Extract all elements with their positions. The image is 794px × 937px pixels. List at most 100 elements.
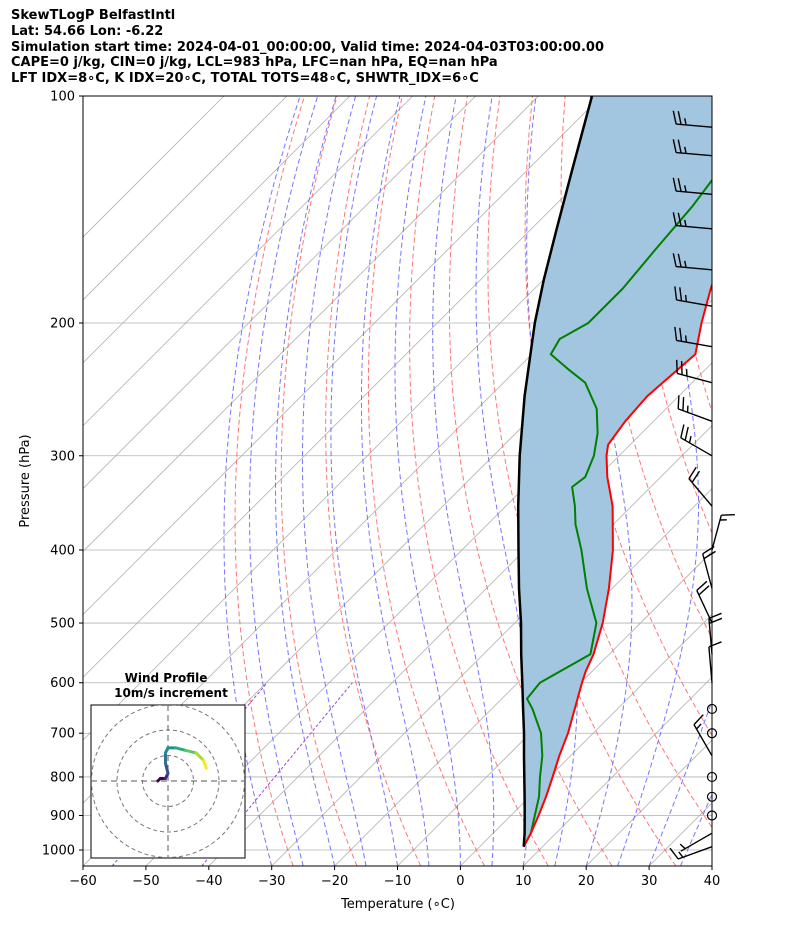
x-tick-label: −40 [195, 874, 222, 889]
wind-barb [669, 846, 713, 860]
hodograph-trace [174, 746, 188, 752]
y-tick-label: 700 [50, 727, 75, 742]
moist-adiabat-line [275, 96, 337, 866]
hodograph-trace [194, 751, 206, 763]
wind-barb [693, 714, 713, 757]
isotherm-line [83, 96, 413, 427]
isotherm-line [334, 488, 712, 866]
isotherm-line [775, 96, 794, 866]
isotherm-line [271, 425, 712, 866]
moist-adiabat-line [223, 96, 301, 866]
y-tick-label: 900 [50, 809, 75, 824]
y-tick-label: 500 [50, 617, 75, 632]
y-tick-label: 300 [50, 449, 75, 464]
wind-barb [672, 177, 713, 195]
y-axis-label: Pressure (hPa) [18, 434, 33, 527]
y-tick-label: 100 [50, 90, 75, 105]
moist-adiabat-line [330, 96, 398, 866]
moist-adiabat-line [680, 793, 712, 866]
wind-barb [677, 395, 713, 422]
moist-adiabat-line [249, 96, 319, 866]
dry-adiabat-line [367, 96, 485, 866]
wind-barb [688, 466, 713, 507]
dewpoint-line [522, 178, 712, 848]
wind-barb [672, 212, 713, 230]
dry-adiabat-line [448, 96, 613, 866]
isotherm-line [460, 613, 712, 866]
chart-title: SkewTLogP BelfastIntl [11, 8, 176, 23]
isotherm-line [83, 96, 351, 364]
wind-barb [672, 253, 713, 271]
hodograph-trace [184, 748, 198, 755]
dry-adiabat-line [761, 96, 794, 866]
moist-adiabat-line [361, 96, 430, 866]
y-tick-label: 600 [50, 676, 75, 691]
dry-adiabat-line [728, 96, 794, 866]
calm-wind-circle [706, 810, 718, 821]
dry-adiabat-line [325, 96, 422, 866]
isotherm-line [83, 96, 288, 301]
wind-barbs [669, 110, 735, 860]
indices-line: LFT IDX=8∘C, K IDX=20∘C, TOTAL TOTS=48∘C… [11, 71, 479, 87]
moist-adiabat-line [432, 96, 495, 866]
hodograph-trace [163, 761, 170, 775]
x-tick-label: −60 [69, 874, 96, 889]
wind-barb [674, 326, 713, 348]
wind-barb [676, 359, 713, 384]
hodograph-title: Wind Profile [125, 671, 208, 685]
axes: −60 −50 −40 −30 −20 −10 0 10 20 30 40 1000 900 800 700… [42, 90, 720, 890]
x-tick-label: 20 [578, 874, 595, 889]
cape-line: CAPE=0 j/kg, CIN=0 j/kg, LCL=983 hPa, LF… [11, 55, 498, 71]
location-line: Lat: 54.66 Lon: -6.22 [11, 23, 164, 39]
x-tick-label: 10 [515, 874, 532, 889]
calm-wind-circle [706, 791, 718, 802]
isotherm-line [83, 96, 602, 615]
x-tick-label: 30 [641, 874, 658, 889]
wind-barb [696, 580, 713, 624]
isotherm-line [83, 96, 225, 238]
moist-adiabat-line [648, 699, 712, 866]
x-tick-label: −50 [132, 874, 159, 889]
y-tick-label: 400 [50, 543, 75, 558]
x-tick-label: 0 [456, 874, 464, 889]
wind-barb [702, 545, 716, 589]
wind-barb [672, 139, 713, 157]
dry-adiabat-line [409, 96, 549, 866]
y-tick-label: 800 [50, 770, 75, 785]
profile-lines [516, 96, 712, 848]
y-tick-label: 200 [50, 316, 75, 331]
dry-adiabat-line [234, 96, 305, 866]
dry-adiabat-line [662, 96, 712, 414]
wind-barb [680, 424, 713, 457]
wind-barb [672, 110, 713, 128]
x-tick-label: −10 [384, 874, 411, 889]
moist-adiabat-line [711, 864, 712, 866]
parcel-line [516, 96, 594, 847]
hodograph-trace [202, 759, 208, 770]
wind-barb [711, 514, 735, 551]
x-tick-label: −20 [321, 874, 348, 889]
hodograph-plot [91, 705, 245, 858]
isotherm-line [83, 96, 665, 678]
x-axis-label: Temperature (∘C) [340, 897, 455, 912]
y-tick-label: 1000 [42, 844, 75, 859]
x-tick-label: −30 [258, 874, 285, 889]
cin-shading [518, 96, 712, 847]
calm-wind-circle [706, 771, 718, 783]
isotherm-line [83, 96, 476, 490]
x-tick-label: 40 [704, 874, 721, 889]
isotherm-line [711, 865, 712, 866]
isotherm-line [83, 96, 539, 553]
simulation-time-line: Simulation start time: 2024-04-01_00:00:… [11, 39, 604, 55]
temperature-line [522, 281, 712, 848]
hodograph: Wind Profile 10m/s increment [90, 671, 246, 859]
dry-adiabat-line [280, 96, 358, 866]
wind-barb [679, 832, 713, 852]
wind-barb [674, 286, 713, 307]
calm-wind-circle [706, 728, 718, 739]
chart-header: SkewTLogP BelfastIntl Lat: 54.66 Lon: -6… [11, 8, 604, 87]
moist-adiabat-line [302, 96, 367, 866]
calm-wind-circle [706, 703, 718, 715]
moist-adiabat-line [394, 96, 461, 866]
